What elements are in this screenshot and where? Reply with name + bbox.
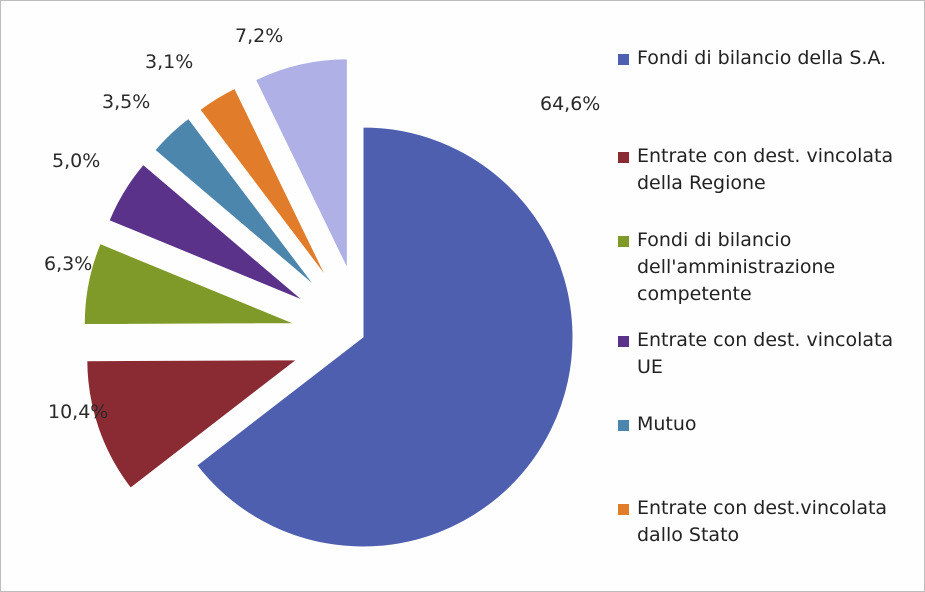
pie-slice-3 — [83, 242, 295, 326]
legend-item-2: Entrate con dest. vincolata della Region… — [618, 143, 923, 197]
legend-swatch-3 — [618, 236, 629, 247]
pie-slice-4 — [108, 163, 304, 302]
pie-slice-6 — [199, 87, 327, 278]
legend-item-1: Fondi di bilancio della S.A. — [618, 45, 923, 72]
legend-item-3: Fondi di bilancio dell'amministrazione c… — [618, 227, 923, 308]
slice-label-3: 6,3% — [44, 253, 92, 275]
legend-item-6: Entrate con dest.vincolata dallo Stato — [618, 495, 923, 549]
legend-item-4: Entrate con dest. vincolata UE — [618, 327, 923, 381]
legend-label-5: Mutuo — [637, 413, 697, 435]
slice-label-6: 3,1% — [145, 51, 193, 73]
slice-label-7: 7,2% — [235, 25, 283, 47]
pie-slice-1 — [196, 126, 574, 548]
legend-swatch-4 — [618, 336, 629, 347]
legend-label-6: Entrate con dest.vincolata dallo Stato — [637, 497, 888, 546]
slice-label-2: 10,4% — [48, 401, 108, 423]
pie-slice-5 — [154, 117, 316, 287]
legend-label-1: Fondi di bilancio della S.A. — [637, 47, 887, 69]
slice-label-4: 5,0% — [52, 150, 100, 172]
legend: Fondi di bilancio della S.A. Entrate con … — [618, 45, 923, 585]
pie-slice-7 — [254, 58, 348, 269]
slice-label-1: 64,6% — [540, 93, 600, 115]
legend-label-2: Entrate con dest. vincolata della Region… — [637, 145, 894, 194]
legend-item-5: Mutuo — [618, 411, 923, 438]
slice-label-5: 3,5% — [102, 91, 150, 113]
legend-swatch-5 — [618, 420, 629, 431]
legend-swatch-1 — [618, 54, 629, 65]
legend-label-4: Entrate con dest. vincolata UE — [637, 329, 894, 378]
legend-swatch-2 — [618, 152, 629, 163]
pie-slice-2 — [86, 359, 299, 489]
legend-label-3: Fondi di bilancio dell'amministrazione c… — [637, 229, 836, 305]
legend-swatch-6 — [618, 504, 629, 515]
